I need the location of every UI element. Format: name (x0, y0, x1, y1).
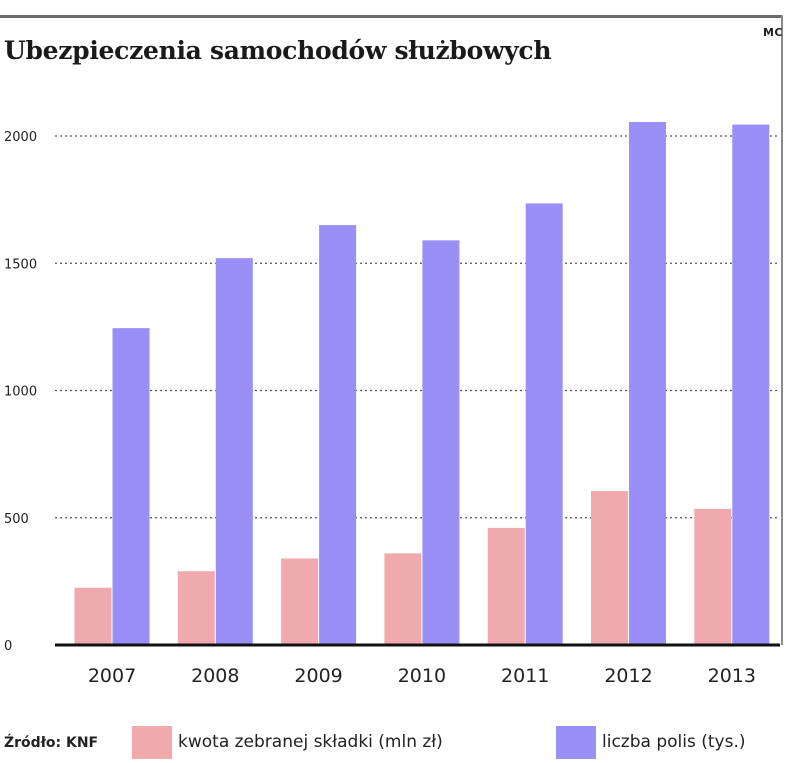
bar-policies (525, 203, 563, 645)
y-tick-label: 0 (4, 639, 12, 654)
chart-title: Ubezpieczenia samochodów służbowych (4, 36, 552, 65)
legend-label-premium: kwota zebranej składki (mln zł) (178, 732, 443, 752)
legend-swatch-policies (556, 725, 596, 759)
author-credit: MC (762, 26, 783, 39)
x-tick-label: 2009 (294, 665, 342, 687)
x-tick-label: 2013 (708, 665, 756, 687)
bar-premium (384, 553, 422, 645)
legend-item-policies: liczba polis (tys.) (556, 724, 745, 760)
legend-label-policies: liczba polis (tys.) (602, 732, 746, 752)
bar-policies (629, 122, 666, 645)
x-tick-label: 2012 (604, 665, 652, 687)
bar-premium (591, 491, 628, 645)
y-tick-label: 1500 (4, 257, 37, 272)
bar-policies (422, 240, 460, 645)
source-note: Źródło: KNF (4, 735, 99, 751)
top-rule (0, 15, 782, 18)
x-tick-label: 2007 (88, 665, 136, 687)
right-rule (781, 15, 783, 645)
bar-premium (487, 527, 525, 645)
legend-swatch-premium (132, 725, 172, 759)
x-tick-label: 2008 (191, 665, 239, 687)
bar-chart: 0 500 1000 1500 2000 2007 2008 2009 2010 2011 2012… (4, 122, 780, 687)
bar-premium (281, 558, 319, 645)
legend-item-premium: kwota zebranej składki (mln zł) (132, 724, 443, 760)
y-tick-label: 1000 (4, 385, 37, 400)
x-tick-label: 2011 (501, 665, 549, 687)
bar-policies (112, 328, 150, 645)
bar-premium (74, 587, 112, 645)
bar-policies (319, 225, 357, 645)
bar-premium (177, 571, 215, 645)
bar-premium (694, 508, 732, 645)
chart-footer: Źródło: KNF kwota zebranej składki (mln … (0, 724, 805, 760)
y-tick-label: 2000 (4, 130, 37, 145)
bar-policies (215, 258, 253, 645)
y-tick-label: 500 (4, 512, 29, 527)
x-tick-label: 2010 (398, 665, 446, 687)
bar-policies (732, 124, 770, 646)
